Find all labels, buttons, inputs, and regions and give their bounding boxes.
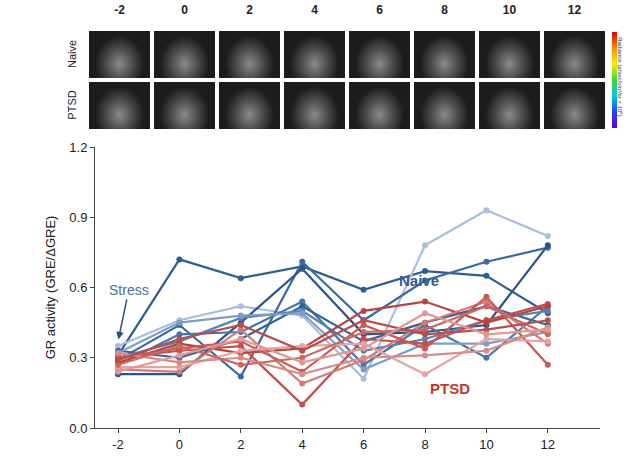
svg-text:6: 6	[360, 437, 367, 452]
svg-text:12: 12	[541, 437, 555, 452]
html-text:-2: -2	[114, 3, 125, 17]
svg-text:-2: -2	[112, 437, 124, 452]
svg-text:1.2: 1.2	[69, 140, 87, 155]
svg-text:8: 8	[421, 437, 428, 452]
html-text:12: 12	[567, 3, 582, 17]
svg-text:4: 4	[299, 437, 306, 452]
svg-text:10: 10	[479, 437, 493, 452]
html-text:2: 2	[246, 3, 253, 17]
html-text:6: 6	[376, 3, 383, 17]
html-text:4: 4	[311, 3, 318, 17]
svg-text:0.6: 0.6	[69, 280, 87, 295]
svg-text:0.3: 0.3	[69, 350, 87, 365]
svg-text:0.0: 0.0	[69, 421, 87, 436]
svg-text:0.9: 0.9	[69, 210, 87, 225]
svg-text:GR activity (GRE/ΔGRE): GR activity (GRE/ΔGRE)	[43, 216, 58, 360]
svg-text:Stress: Stress	[109, 282, 149, 298]
svg-text:2: 2	[237, 437, 244, 452]
html-text:0: 0	[181, 3, 188, 17]
svg-text:PTSD: PTSD	[430, 380, 470, 397]
svg-text:0: 0	[176, 437, 183, 452]
html-text:8: 8	[441, 3, 448, 17]
html-text:10: 10	[502, 3, 517, 17]
html-text:Radiance (p/sec/cm²/sr × 10⁶): Radiance (p/sec/cm²/sr × 10⁶)	[617, 37, 623, 117]
svg-text:Naive: Naive	[399, 272, 439, 289]
html-text:PTSD: PTSD	[66, 90, 78, 120]
html-text:Naive: Naive	[66, 39, 78, 69]
